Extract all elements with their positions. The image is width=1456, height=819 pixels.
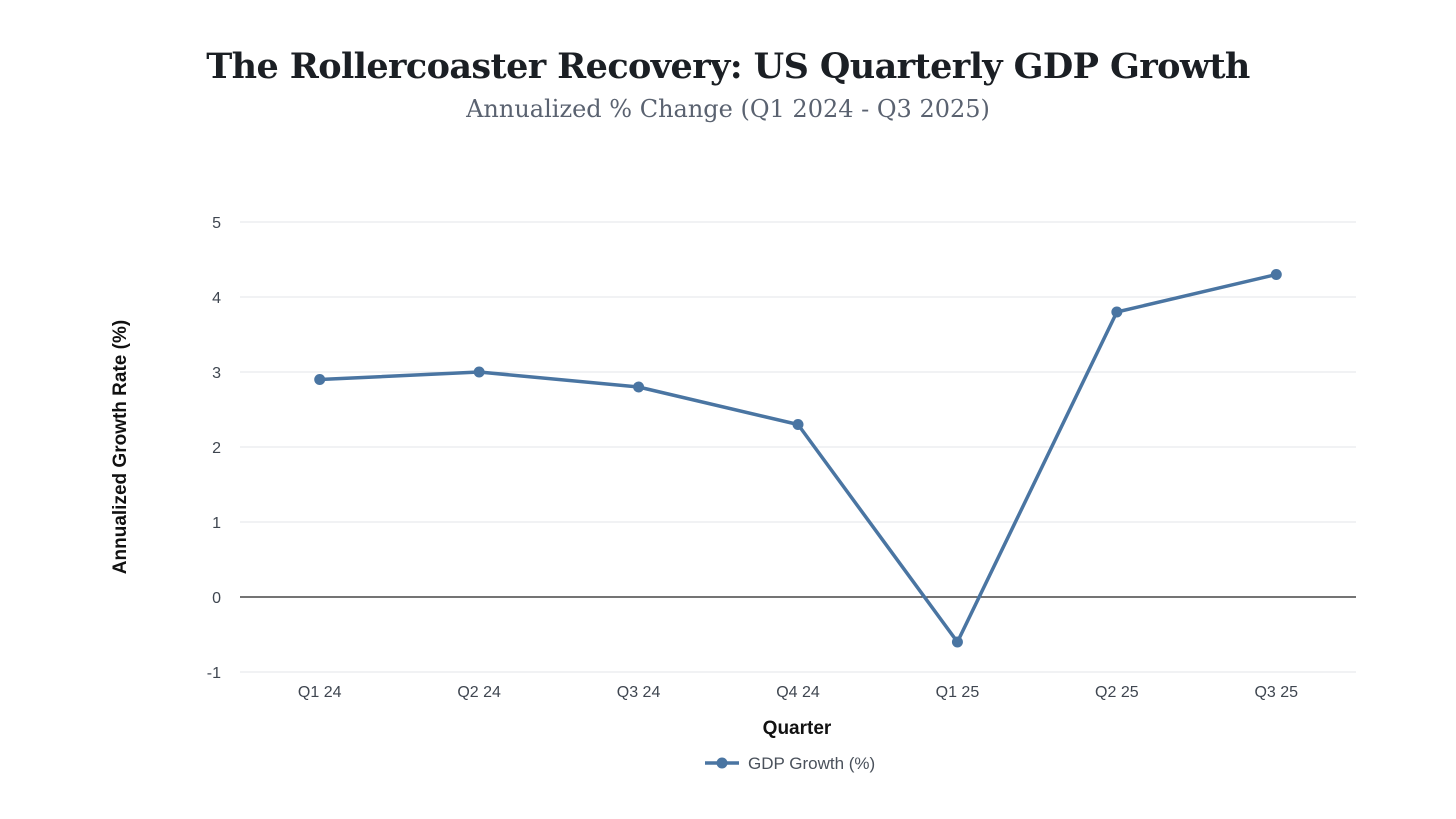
legend-marker-swatch bbox=[716, 757, 728, 769]
data-point[interactable] bbox=[1111, 306, 1123, 318]
x-tick-label: Q3 25 bbox=[1254, 684, 1298, 701]
x-tick-label: Q1 25 bbox=[936, 684, 980, 701]
x-tick-label: Q2 25 bbox=[1095, 684, 1139, 701]
y-tick-label: 5 bbox=[212, 215, 221, 232]
y-tick-label: 0 bbox=[212, 590, 221, 607]
chart-title: The Rollercoaster Recovery: US Quarterly… bbox=[206, 46, 1250, 87]
x-axis-tick-labels: Q1 24 Q2 24 Q3 24 Q4 24 Q1 25 Q2 25 Q3 25 bbox=[298, 684, 1298, 701]
x-tick-label: Q1 24 bbox=[298, 684, 342, 701]
x-tick-label: Q4 24 bbox=[776, 684, 820, 701]
y-tick-label: 4 bbox=[212, 290, 221, 307]
series-line bbox=[317, 272, 1279, 644]
data-point[interactable] bbox=[633, 381, 645, 393]
gridlines bbox=[240, 221, 1356, 673]
y-tick-label: 2 bbox=[212, 440, 221, 457]
x-axis-title: Quarter bbox=[763, 718, 832, 739]
data-point[interactable] bbox=[473, 366, 485, 378]
legend-label-gdp-growth: GDP Growth (%) bbox=[748, 754, 875, 773]
legend[interactable]: GDP Growth (%) bbox=[705, 754, 875, 773]
chart-subtitle: Annualized % Change (Q1 2024 - Q3 2025) bbox=[466, 95, 990, 123]
y-tick-label: -1 bbox=[207, 665, 221, 682]
x-tick-label: Q3 24 bbox=[617, 684, 661, 701]
series-gdp-growth bbox=[314, 269, 1282, 648]
data-point[interactable] bbox=[1270, 269, 1282, 280]
x-tick-label: Q2 24 bbox=[457, 684, 501, 701]
y-axis-title: Annualized Growth Rate (%) bbox=[110, 320, 131, 574]
data-point[interactable] bbox=[792, 419, 804, 430]
y-axis-tick-labels: -1 0 1 2 3 4 5 bbox=[207, 215, 221, 682]
y-tick-label: 1 bbox=[212, 515, 221, 532]
y-tick-label: 3 bbox=[212, 365, 221, 382]
data-point[interactable] bbox=[314, 374, 326, 385]
data-point[interactable] bbox=[951, 636, 963, 648]
